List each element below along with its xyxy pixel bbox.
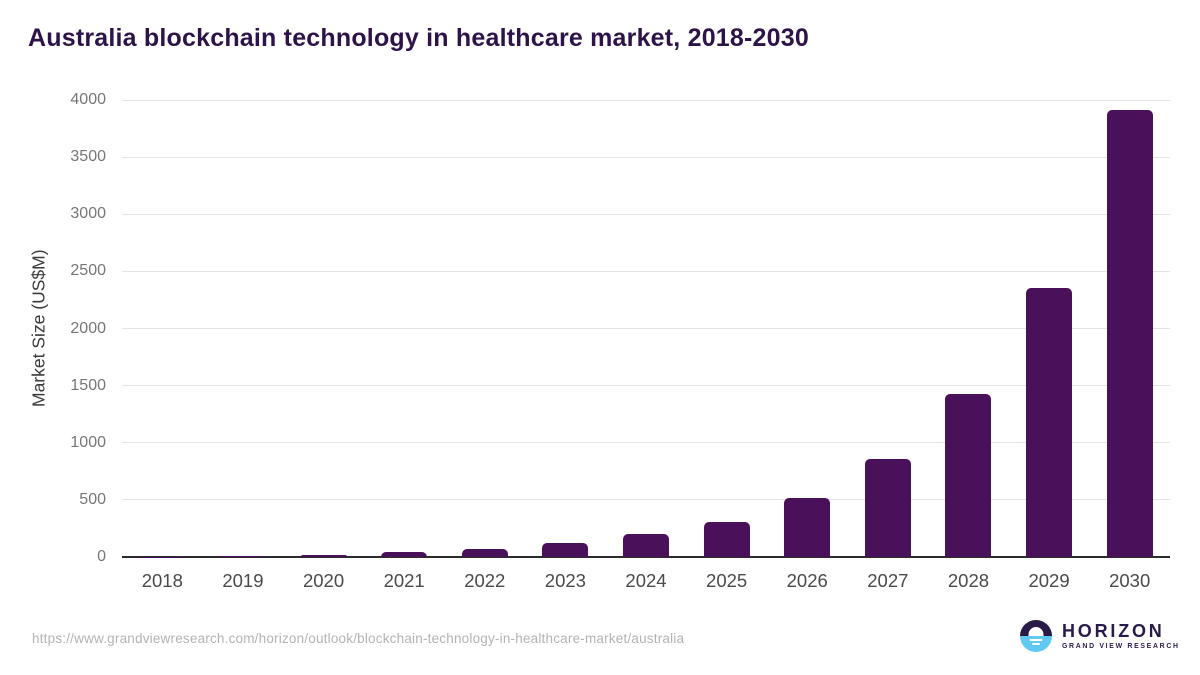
x-tick-2025: 2025	[706, 570, 748, 591]
x-tick-2026: 2026	[786, 570, 828, 591]
bar-2024	[623, 534, 669, 557]
sun-dome-shape	[1028, 627, 1044, 636]
bar-2026	[784, 497, 831, 557]
gridline-4000	[122, 99, 1170, 101]
y-tick-500: 500	[79, 490, 106, 508]
y-tick-2000: 2000	[70, 319, 106, 337]
bar-2023	[542, 543, 589, 557]
horizon-logo: HORIZON GRAND VIEW RESEARCH	[1020, 620, 1180, 652]
y-tick-1000: 1000	[70, 433, 106, 451]
x-tick-2027: 2027	[867, 570, 909, 591]
x-tick-2024: 2024	[625, 570, 667, 591]
gridline-1500	[122, 385, 1170, 387]
y-tick-1500: 1500	[70, 376, 106, 394]
y-tick-3000: 3000	[70, 205, 106, 223]
logo-brand-name: HORIZON	[1062, 621, 1165, 641]
logo-brand-subtitle: GRAND VIEW RESEARCH	[1062, 643, 1180, 650]
x-tick-2020: 2020	[302, 570, 345, 591]
bar-2025	[703, 521, 750, 557]
y-tick-0: 0	[97, 548, 106, 565]
logo-text: HORIZON GRAND VIEW RESEARCH	[1062, 621, 1180, 651]
water-ripple-shape	[1032, 643, 1040, 646]
bar-2028	[945, 393, 992, 557]
y-tick-2500: 2500	[70, 262, 106, 280]
gridline-2500	[122, 270, 1170, 272]
source-url: https://www.grandviewresearch.com/horizo…	[32, 631, 685, 646]
x-tick-2030: 2030	[1109, 570, 1151, 591]
x-tick-2023: 2023	[544, 570, 586, 591]
bar-2019	[219, 555, 266, 557]
x-tick-2028: 2028	[947, 570, 990, 591]
water-ripple-shape	[1029, 638, 1043, 641]
bar-2022	[461, 549, 508, 557]
x-tick-2022: 2022	[464, 570, 506, 591]
x-tick-2029: 2029	[1028, 570, 1070, 591]
bar-2027	[864, 458, 911, 557]
gridline-2000	[122, 328, 1170, 329]
bar-2020	[300, 554, 347, 557]
bar-2029	[1026, 287, 1073, 557]
x-tick-2019: 2019	[222, 570, 264, 591]
plot-area: 0 500 1000 1500 2000 2500 3000 3500 4000 2018 2019…	[70, 91, 1170, 591]
horizon-sunrise-icon	[1020, 620, 1052, 652]
x-tick-2018: 2018	[141, 570, 183, 591]
gridline-3000	[122, 213, 1170, 215]
gridline-3500	[122, 156, 1170, 158]
bar-2030	[1106, 110, 1153, 557]
gridline-500	[122, 499, 1170, 501]
x-axis-line	[122, 556, 1170, 558]
y-tick-4000: 4000	[70, 91, 106, 108]
bar-2021	[381, 552, 428, 557]
x-tick-2021: 2021	[383, 570, 425, 591]
y-tick-3500: 3500	[70, 148, 106, 166]
gridline-1000	[122, 442, 1170, 444]
chart-title: Australia blockchain technology in healt…	[28, 24, 809, 52]
